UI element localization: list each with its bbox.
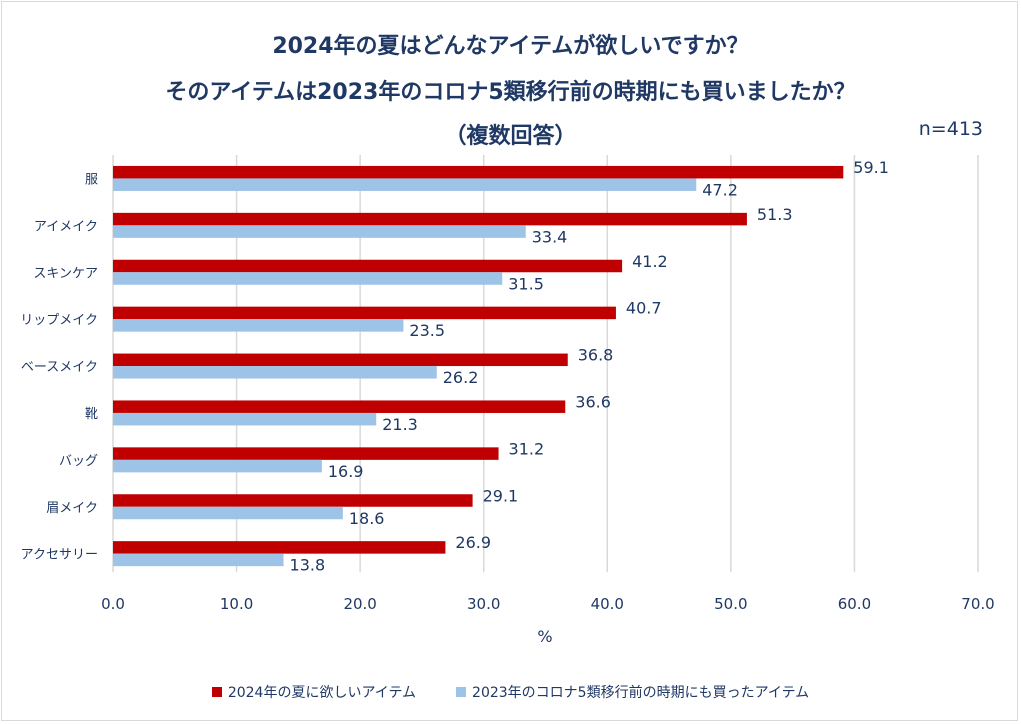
data-label: 51.3 xyxy=(757,205,793,224)
data-label: 31.2 xyxy=(509,439,545,458)
data-label: 29.1 xyxy=(483,486,519,505)
data-label: 23.5 xyxy=(409,321,445,340)
chart-title-line-3: （複数回答） xyxy=(444,124,577,149)
bar-2024 xyxy=(113,494,473,507)
category-label: 服 xyxy=(85,172,98,187)
category-label: バッグ xyxy=(59,454,98,469)
data-label: 36.6 xyxy=(575,392,611,411)
bar-2023 xyxy=(113,319,404,332)
data-label: 33.4 xyxy=(532,227,568,246)
bar-2024 xyxy=(113,541,446,554)
data-label: 41.2 xyxy=(632,252,668,271)
legend-item-2024: 2024年の夏に欲しいアイテム xyxy=(211,682,417,702)
legend-swatch-2024 xyxy=(211,687,222,697)
bar-2023 xyxy=(113,412,377,426)
bar-2024 xyxy=(113,400,566,413)
x-tick-label: 0.0 xyxy=(101,595,125,613)
data-label: 26.2 xyxy=(443,368,479,387)
category-label: アイメイク xyxy=(34,219,98,234)
x-tick-label: 70.0 xyxy=(961,595,994,613)
data-label: 47.2 xyxy=(702,180,738,199)
bar-2023 xyxy=(113,366,437,379)
category-label: 靴 xyxy=(85,407,98,422)
legend-swatch-2023 xyxy=(456,687,467,697)
category-label: ベースメイク xyxy=(21,360,98,375)
x-tick-label: 60.0 xyxy=(838,595,871,613)
category-label: 眉メイク xyxy=(46,501,98,516)
data-label: 21.3 xyxy=(382,415,418,434)
chart-title-line-2: そのアイテムは2023年のコロナ5類移行前の時期にも買いましたか？ xyxy=(165,80,856,105)
bar-2024 xyxy=(113,447,499,460)
legend-item-2023: 2023年のコロナ5類移行前の時期にも買ったアイテム xyxy=(456,682,809,702)
bar-2024 xyxy=(113,353,568,367)
data-label: 26.9 xyxy=(455,533,491,552)
bar-2024 xyxy=(113,212,747,226)
category-label: アクセサリー xyxy=(21,548,98,563)
data-label: 59.1 xyxy=(853,158,889,177)
sample-size-note: n=413 xyxy=(918,118,983,140)
bar-2023 xyxy=(113,225,526,238)
legend: 2024年の夏に欲しいアイテム 2023年のコロナ5類移行前の時期にも買ったアイ… xyxy=(0,682,1021,702)
bar-2023 xyxy=(113,272,503,285)
bar-2024 xyxy=(113,306,616,320)
bar-2023 xyxy=(113,178,697,191)
data-label: 36.8 xyxy=(578,346,614,365)
x-tick-label: 10.0 xyxy=(220,595,253,613)
data-label: 40.7 xyxy=(626,299,662,318)
bar-2023 xyxy=(113,459,322,473)
data-label: 18.6 xyxy=(349,509,385,528)
bar-2024 xyxy=(113,259,623,273)
category-label: リップメイク xyxy=(20,313,98,328)
data-label: 31.5 xyxy=(508,274,544,293)
bar-2024 xyxy=(113,165,844,179)
legend-label-2023: 2023年のコロナ5類移行前の時期にも買ったアイテム xyxy=(472,685,810,701)
x-axis-label: % xyxy=(537,627,552,646)
x-tick-label: 40.0 xyxy=(591,595,624,613)
bar-2023 xyxy=(113,506,343,520)
legend-label-2024: 2024年の夏に欲しいアイテム xyxy=(227,685,417,701)
category-label: スキンケア xyxy=(33,266,98,281)
x-tick-label: 20.0 xyxy=(343,595,376,613)
chart-title-line-1: 2024年の夏はどんなアイテムが欲しいですか？ xyxy=(272,34,749,59)
data-label: 13.8 xyxy=(290,556,326,575)
x-tick-label: 50.0 xyxy=(714,595,747,613)
data-label: 16.9 xyxy=(328,462,364,481)
bar-2023 xyxy=(113,553,284,567)
x-tick-label: 30.0 xyxy=(467,595,500,613)
